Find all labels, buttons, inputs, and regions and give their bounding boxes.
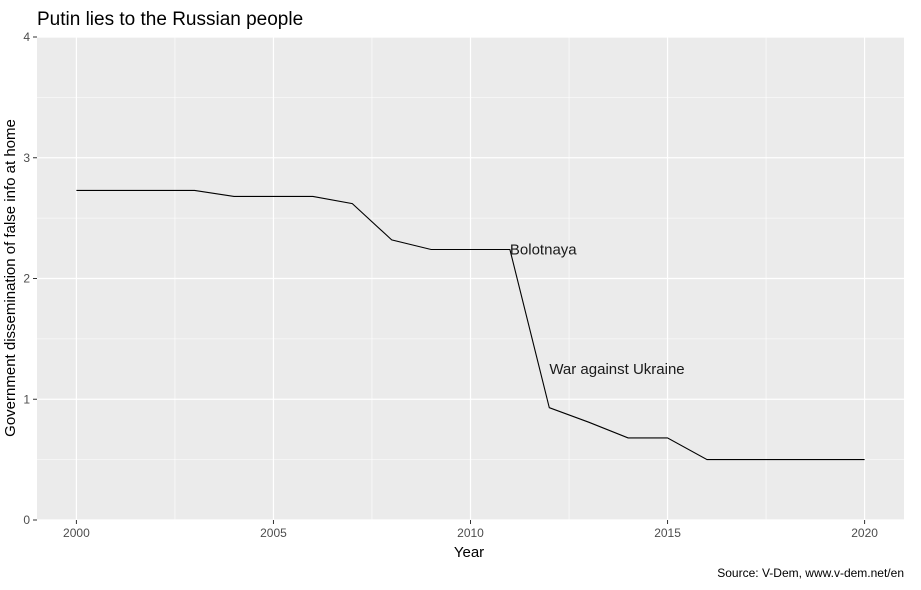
- x-axis-title: Year: [454, 544, 484, 561]
- y-axis-title: Government dissemination of false info a…: [2, 119, 19, 437]
- source-caption: Source: V-Dem, www.v-dem.net/en: [717, 566, 904, 580]
- y-tick-label: 4: [23, 30, 30, 44]
- annotation-label: Bolotnaya: [510, 242, 577, 259]
- x-tick-label: 2005: [260, 526, 287, 540]
- x-tick-label: 2015: [654, 526, 681, 540]
- chart-title: Putin lies to the Russian people: [37, 9, 303, 30]
- y-tick-label: 1: [23, 392, 30, 406]
- y-tick-label: 2: [23, 272, 30, 286]
- x-tick-label: 2000: [63, 526, 90, 540]
- y-tick-label: 3: [23, 151, 30, 165]
- y-tick-label: 0: [23, 513, 30, 527]
- x-tick-label: 2020: [851, 526, 878, 540]
- annotation-label: War against Ukraine: [549, 361, 684, 378]
- x-tick-label: 2010: [457, 526, 484, 540]
- series-line: [76, 189, 865, 461]
